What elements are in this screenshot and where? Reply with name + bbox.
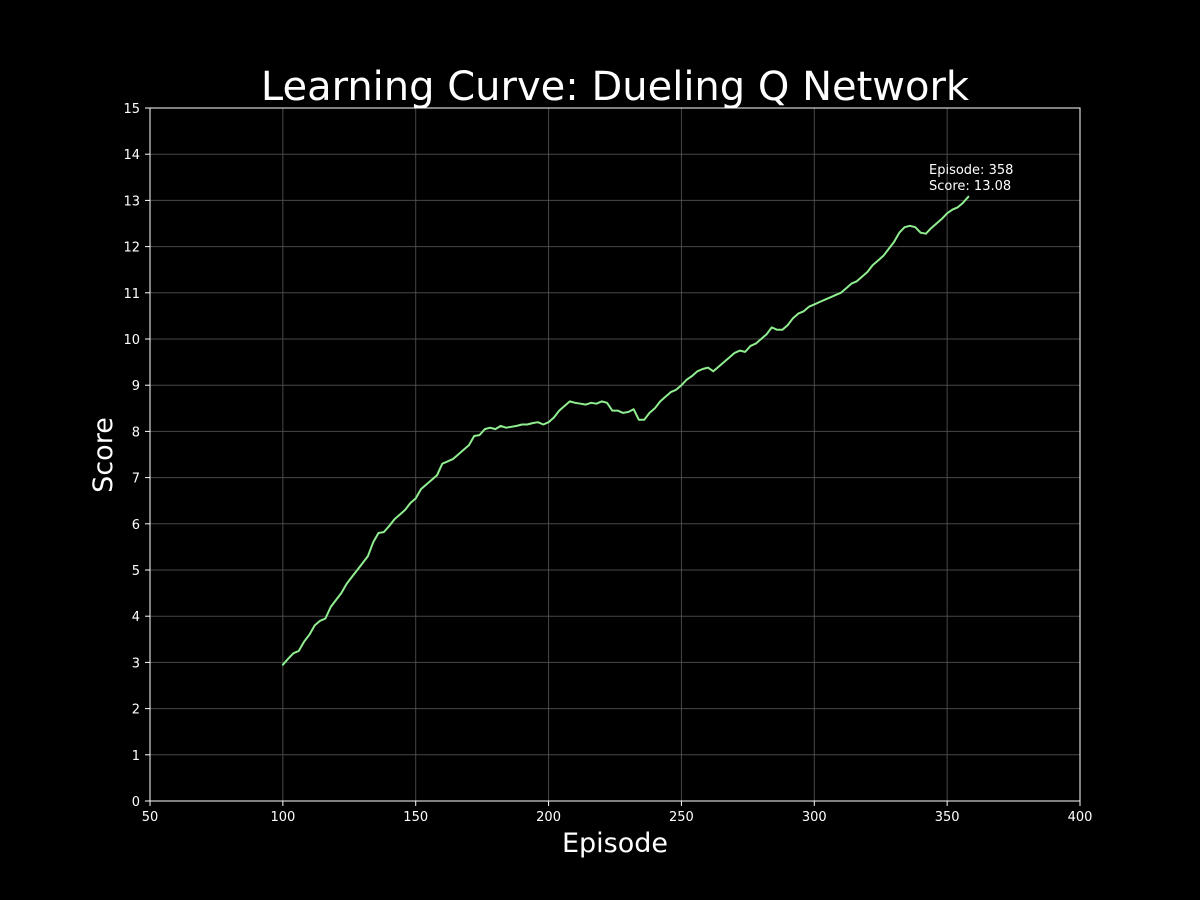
plot-frame	[149, 107, 1081, 802]
y-tick-label: 0	[132, 795, 140, 810]
x-tick-label: 200	[536, 810, 561, 825]
y-tick-label: 9	[132, 379, 140, 394]
y-tick-label: 15	[123, 102, 140, 117]
y-axis-title: Score	[88, 417, 119, 493]
y-tick-label: 3	[132, 656, 140, 671]
ticks: 50 100 150 200 250 300 350 40001234567891011121…	[123, 102, 1092, 825]
annotation-score: Score: 13.08	[929, 179, 1011, 194]
y-tick-label: 10	[123, 333, 140, 348]
y-tick-label: 1	[132, 749, 140, 764]
y-tick-label: 11	[123, 287, 140, 302]
score-series-line	[281, 195, 970, 666]
y-tick-label: 8	[132, 425, 140, 440]
x-axis-title: Episode	[562, 828, 668, 859]
x-tick-label: 350	[935, 810, 960, 825]
y-tick-label: 5	[132, 564, 140, 579]
x-tick-label: 250	[669, 810, 694, 825]
x-tick-label: 400	[1068, 810, 1093, 825]
x-tick-label: 100	[270, 810, 295, 825]
y-tick-label: 4	[132, 610, 140, 625]
grid	[150, 108, 1080, 801]
annotation-episode: Episode: 358	[929, 163, 1013, 178]
x-tick-label: 50	[142, 810, 159, 825]
y-tick-label: 2	[132, 703, 140, 718]
y-tick-label: 14	[123, 148, 140, 163]
y-tick-label: 13	[123, 194, 140, 209]
x-tick-label: 150	[403, 810, 428, 825]
chart-title: Learning Curve: Dueling Q Network	[261, 64, 970, 110]
y-tick-label: 6	[132, 518, 140, 533]
y-tick-label: 7	[132, 472, 140, 487]
x-tick-label: 300	[802, 810, 827, 825]
y-tick-label: 12	[123, 241, 140, 256]
series-layer	[281, 195, 970, 666]
